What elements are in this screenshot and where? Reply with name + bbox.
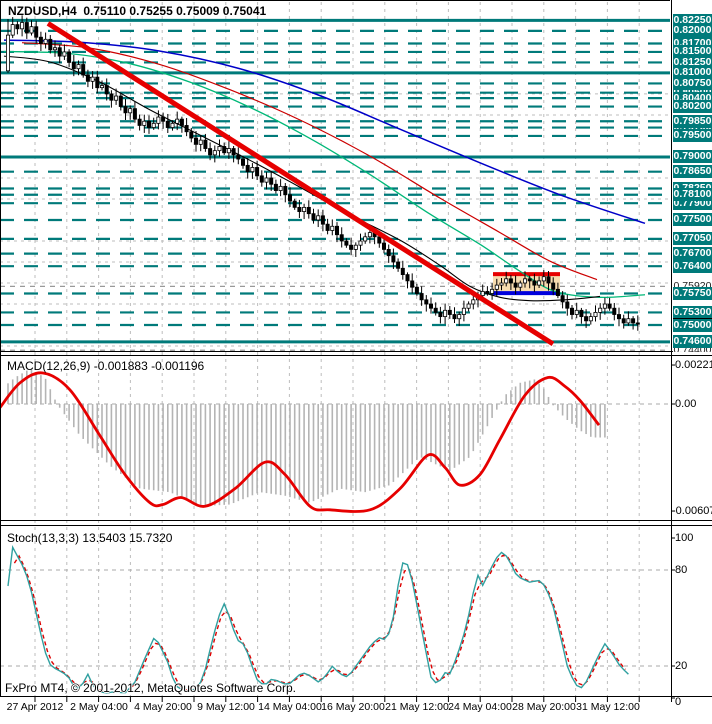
price-axis-label: 0.82000 [673, 24, 712, 38]
macd-axis-label: -0.00607 [672, 504, 712, 517]
price-axis-label: 0.80750 [673, 76, 712, 90]
price-axis-label: 0.78650 [673, 165, 712, 179]
stoch-axis-label: 100 [675, 531, 694, 544]
price-axis-stoch: 100 80 20 0 [0, 526, 712, 707]
time-axis-label: 27 Apr 2012 [6, 701, 64, 713]
stoch-k-line [7, 545, 629, 694]
time-axis: 27 Apr 2012 2 May 04:00 4 May 20:00 9 May 1… [0, 697, 712, 724]
main-chart-layer [1, 15, 670, 351]
price-axis-label: 0.81500 [673, 45, 712, 59]
price-axis-label: 0.76400 [673, 259, 712, 273]
time-axis-label: 14 May 04:00 [258, 701, 322, 713]
price-axis-label: 0.80200 [673, 100, 712, 114]
macd-indicator-label: MACD(12,26,9) -0.001883 -0.001196 [7, 359, 205, 373]
price-axis-label: 0.75750 [673, 287, 712, 300]
price-axis-main: 0.82250 0.82000 0.81700 0.81500 0.81250 0.810… [0, 0, 712, 352]
time-axis-label: 31 May 12:00 [576, 701, 640, 713]
frame-layer [0, 0, 712, 702]
price-axis-label: 0.75000 [673, 318, 712, 332]
ma-slow-blue [3, 39, 646, 225]
time-axis-label: 24 May 04:00 [448, 701, 512, 713]
candles-layer [6, 15, 640, 331]
macd-axis-label: 0.00 [675, 397, 697, 410]
chart-title: NZDUSD,H4 0.75110 0.75255 0.75009 0.7504… [8, 4, 267, 18]
downtrend-line [46, 21, 555, 347]
ma-slow-red [21, 42, 598, 281]
price-axis-label: 0.79500 [673, 129, 712, 143]
stoch-axis-label: 0 [675, 695, 682, 707]
time-axis-label: 28 May 20:00 [512, 701, 576, 713]
stoch-axis-label: 80 [675, 563, 688, 576]
price-axis-label: 0.82250 [673, 13, 712, 27]
copyright-text: FxPro MT4, © 2001-2012, MetaQuotes Softw… [5, 681, 296, 695]
ma-medium-green [3, 50, 646, 299]
macd-axis-label: 0.00221 [675, 358, 712, 371]
price-axis-label: 0.76700 [673, 247, 712, 261]
price-axis-label: 0.78100 [673, 188, 712, 202]
price-axis-label: 0.74600 [673, 335, 712, 349]
price-axis-label: 0.81000 [673, 66, 712, 80]
time-axis-label: 21 May 12:00 [385, 701, 449, 713]
macd-layer [1, 369, 670, 513]
price-axis-label: 0.81250 [673, 55, 712, 69]
time-axis-label: 2 May 04:00 [70, 701, 128, 713]
price-axis-label: 0.77500 [673, 213, 712, 227]
time-axis-label: 16 May 20:00 [321, 701, 385, 713]
stoch-layer [1, 545, 670, 694]
stoch-axis-label: 20 [675, 659, 688, 672]
stoch-indicator-label: Stoch(13,3,3) 13.5403 15.7320 [7, 531, 173, 545]
price-axis-macd: 0.00221 0.00 -0.00607 [0, 356, 712, 521]
price-axis-label: 0.77050 [673, 232, 712, 246]
price-axis-label: 0.79850 [673, 114, 712, 128]
time-axis-label: 9 May 12:00 [197, 701, 255, 713]
macd-signal-line [1, 371, 601, 513]
time-axis-label: 4 May 20:00 [134, 701, 192, 713]
price-axis-label: 0.79000 [673, 150, 712, 164]
price-axis-label: 0.75300 [673, 305, 712, 319]
